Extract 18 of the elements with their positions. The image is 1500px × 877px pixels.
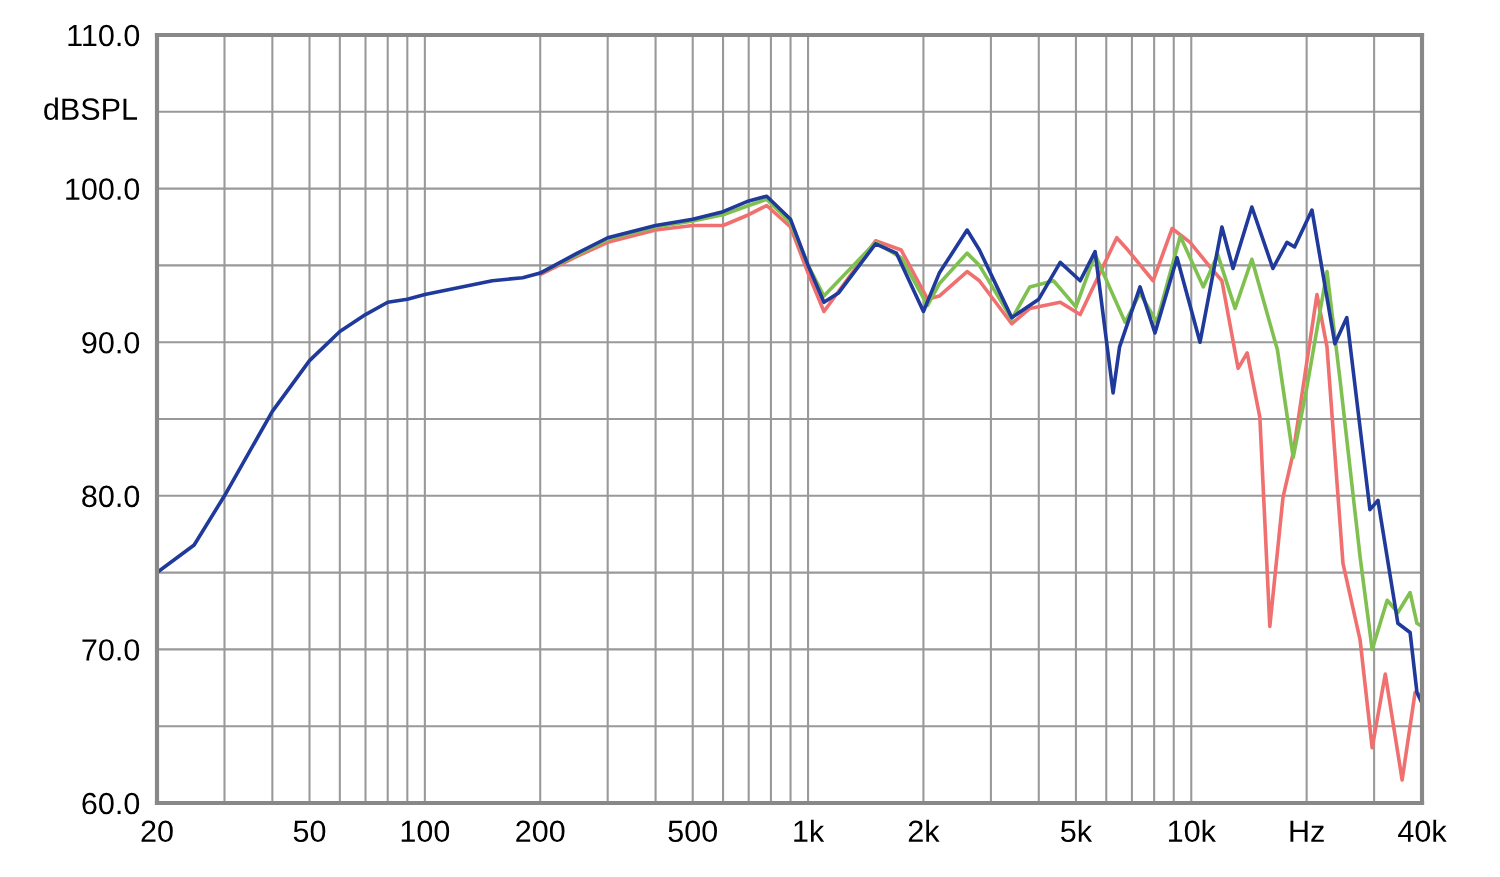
y-tick-label: 90.0: [82, 331, 140, 354]
x-tick-label: 40k: [1398, 819, 1447, 843]
y-tick-label: 80.0: [82, 485, 140, 508]
y-tick-label: 100.0: [66, 178, 140, 200]
y-axis-title: dBSPL: [44, 97, 138, 120]
x-tick-label: 500: [668, 820, 718, 843]
y-tick-label: 60.0: [82, 792, 140, 815]
x-tick-label: 1k: [794, 819, 825, 842]
x-tick-label: 100: [401, 820, 450, 843]
y-tick-label: 70.0: [82, 639, 140, 661]
x-tick-label: 200: [516, 820, 565, 843]
x-tick-label: Hz: [1290, 820, 1324, 842]
x-tick-label: 10k: [1168, 819, 1216, 843]
x-tick-label: 50: [293, 820, 326, 843]
y-tick-label: 110.0: [68, 24, 140, 47]
x-tick-label: 20: [141, 820, 173, 843]
x-tick-label: 2k: [908, 819, 940, 842]
x-tick-label: 5k: [1061, 819, 1093, 843]
